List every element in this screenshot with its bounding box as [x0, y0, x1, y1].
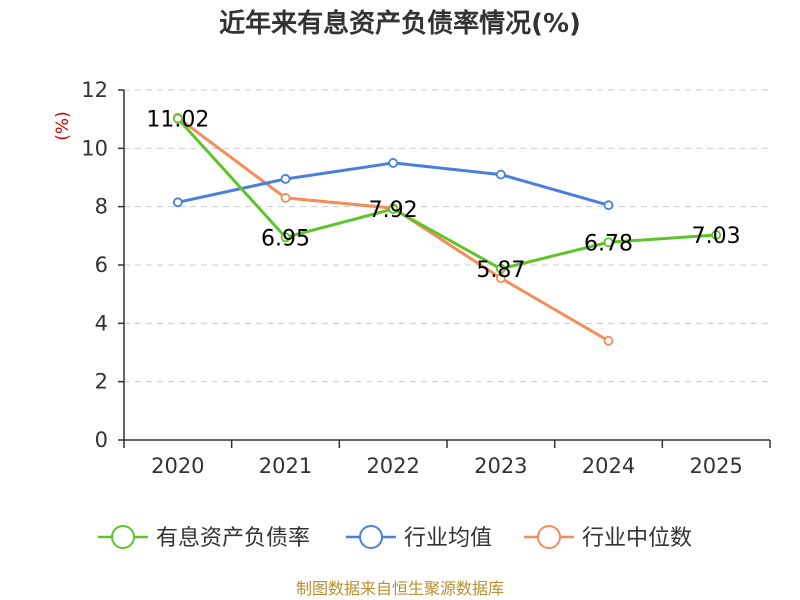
series-0-point-2024 [603, 237, 614, 248]
y-tick-label-0: 0 [95, 428, 108, 452]
legend-marker-1 [359, 525, 383, 549]
series-0-point-2021 [280, 232, 291, 243]
series-lines [172, 112, 722, 346]
legend-item-0: 有息资产负债率 [98, 525, 310, 551]
series-2-point-2021 [280, 193, 291, 203]
x-tick-label-2022: 2022 [366, 454, 419, 478]
y-tick-label-6: 6 [95, 253, 108, 277]
series-line-0 [176, 117, 717, 271]
data-label-2020: 11.02 [146, 108, 209, 133]
y-tick-label-2: 2 [95, 370, 108, 394]
series-0-point-2022 [388, 204, 399, 214]
legend: 有息资产负债率 行业均值 行业中位数 [98, 525, 692, 551]
legend-label-1: 行业均值 [404, 526, 492, 551]
x-tick-label-2021: 2021 [259, 454, 312, 478]
x-tick-label-2024: 2024 [582, 454, 635, 478]
legend-item-2: 行业中位数 [524, 525, 692, 551]
y-tick-label-4: 4 [95, 311, 108, 335]
series-0-point-2025 [711, 230, 722, 240]
data-label-2022: 7.92 [369, 198, 418, 223]
legend-label-2: 行业中位数 [582, 526, 692, 551]
series-0-point-2023 [495, 263, 506, 274]
data-labels: 11.02 6.95 7.92 5.87 6.78 7.03 [146, 108, 740, 283]
series-line-2 [176, 116, 610, 343]
source-note: 制图数据来自恒生聚源数据库 [296, 579, 504, 598]
series-0-point-2020 [172, 113, 183, 124]
y-tick-label-12: 12 [81, 78, 108, 102]
series-group-0 [172, 113, 722, 274]
y-tick-label-8: 8 [95, 195, 108, 219]
axes: 0 2 4 6 8 10 12 2020 2021 2022 2023 2024 2025 [81, 78, 771, 478]
legend-marker-0 [111, 525, 135, 549]
x-tick-label-2020: 2020 [151, 454, 204, 478]
series-2-point-2024 [603, 335, 614, 346]
series-1-point-2023 [495, 169, 506, 180]
legend-marker-2 [537, 525, 561, 549]
y-axis-unit-label: (%) [53, 111, 73, 140]
y-tick-label-10: 10 [81, 136, 108, 160]
data-label-2025: 7.03 [692, 224, 741, 249]
series-1-point-2020 [172, 197, 183, 208]
chart-title: 近年来有息资产负债率情况(%) [219, 8, 581, 39]
data-label-2023: 5.87 [476, 258, 525, 283]
series-group-1 [172, 158, 614, 211]
grid-lines [124, 89, 770, 383]
data-label-2024: 6.78 [584, 231, 633, 256]
series-1-point-2021 [280, 174, 291, 184]
x-tick-label-2025: 2025 [689, 454, 742, 478]
series-1-point-2024 [603, 200, 614, 211]
series-1-point-2022 [388, 158, 399, 168]
x-tick-label-2023: 2023 [474, 454, 527, 478]
legend-label-0: 有息资产负债率 [156, 526, 310, 551]
legend-item-1: 行业均值 [346, 525, 492, 551]
series-2-point-2023 [495, 273, 506, 284]
data-label-2021: 6.95 [261, 226, 310, 251]
